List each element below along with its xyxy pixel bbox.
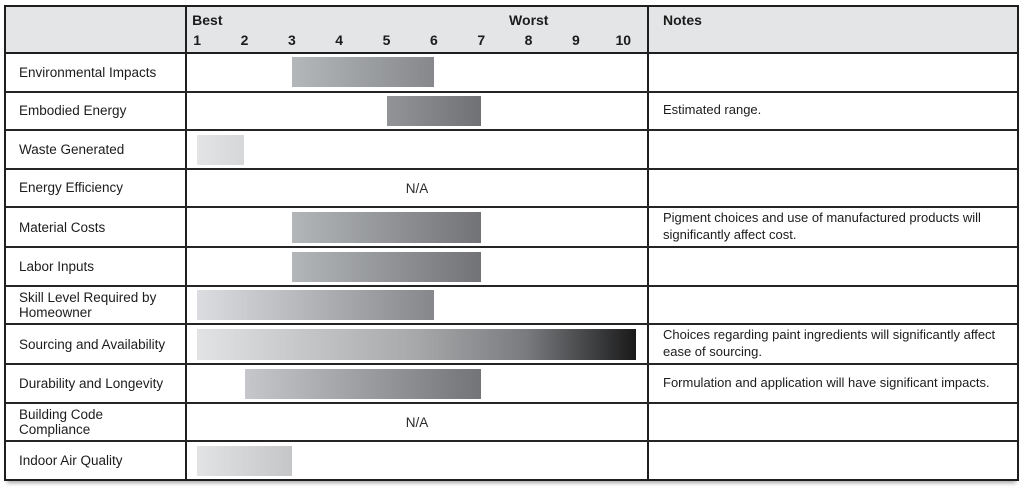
note-text xyxy=(649,170,1017,207)
note-text xyxy=(649,287,1017,324)
row-label: Environmental Impacts xyxy=(6,54,187,91)
note-text xyxy=(649,404,1017,441)
note-text: Formulation and application will have si… xyxy=(663,375,990,391)
scale-cell xyxy=(187,365,649,402)
note-text: Estimated range. xyxy=(663,102,762,118)
na-text: N/A xyxy=(405,414,429,430)
rating-bar xyxy=(386,95,482,126)
row-label: Skill Level Required by Homeowner xyxy=(6,286,187,324)
scale-tick: 8 xyxy=(524,32,533,48)
table-row: Durability and Longevity Formulation and… xyxy=(6,363,1017,402)
rating-bar xyxy=(291,211,482,243)
scale-cell xyxy=(187,325,649,364)
note-text: Choices regarding paint ingredients will… xyxy=(663,327,996,360)
scale-tick: 3 xyxy=(287,32,296,48)
table-row: Material Costs Pigment choices and use o… xyxy=(6,206,1017,247)
row-label: Sourcing and Availability xyxy=(6,325,187,364)
row-label: Labor Inputs xyxy=(6,248,187,285)
rating-bar xyxy=(291,251,482,282)
note-text: Pigment choices and use of manufactured … xyxy=(663,210,981,243)
table-body: Environmental Impacts Embodied Energy Es… xyxy=(6,54,1017,480)
table-row: Sourcing and Availability Choices regard… xyxy=(6,323,1017,364)
scale-cell xyxy=(187,442,649,480)
rating-bar xyxy=(197,290,434,321)
na-text: N/A xyxy=(405,180,429,196)
scale-tick: 7 xyxy=(477,32,486,48)
row-label: Waste Generated xyxy=(6,131,187,168)
notes-header-cell: Notes xyxy=(649,7,1017,52)
header-empty-cell xyxy=(6,7,187,52)
rating-bar xyxy=(291,57,434,88)
scale-worst-label: Worst xyxy=(509,12,549,28)
notes-header-label: Notes xyxy=(663,12,702,28)
scale-cell xyxy=(187,286,649,324)
table-row: Labor Inputs xyxy=(6,246,1017,285)
row-label: Embodied Energy xyxy=(6,92,187,130)
table-row: Waste Generated xyxy=(6,129,1017,168)
row-label: Indoor Air Quality xyxy=(6,442,187,480)
table-row: Building Code Compliance N/A xyxy=(6,401,1017,441)
note-text xyxy=(649,248,1017,285)
rating-bar xyxy=(197,328,636,360)
scale-tick: 5 xyxy=(382,32,391,48)
scale-header: Best Worst 1 2 3 4 5 6 7 8 9 10 xyxy=(187,7,649,52)
note-text xyxy=(649,442,1017,479)
scale-cell: N/A xyxy=(187,169,649,207)
scale-tick: 6 xyxy=(429,32,438,48)
table-row: Embodied Energy Estimated range. xyxy=(6,90,1017,130)
table-row: Environmental Impacts xyxy=(6,54,1017,91)
row-label: Material Costs xyxy=(6,208,187,247)
table-row: Indoor Air Quality xyxy=(6,440,1017,480)
scale-cell xyxy=(187,208,649,247)
table-row: Energy Efficiency N/A xyxy=(6,167,1017,207)
scale-tick: 1 xyxy=(193,32,202,48)
table-row: Skill Level Required by Homeowner xyxy=(6,284,1017,324)
scale-best-label: Best xyxy=(192,12,223,28)
scale-tick: 2 xyxy=(240,32,249,48)
row-label: Building Code Compliance xyxy=(6,403,187,441)
scale-cell xyxy=(187,54,649,91)
header-row: Best Worst 1 2 3 4 5 6 7 8 9 10 Notes xyxy=(6,7,1017,54)
note-text xyxy=(649,131,1017,168)
scale-cell: N/A xyxy=(187,403,649,441)
rating-bar xyxy=(197,134,245,165)
scale-tick: 10 xyxy=(615,32,632,48)
row-label: Durability and Longevity xyxy=(6,365,187,402)
row-label: Energy Efficiency xyxy=(6,169,187,207)
scale-cell xyxy=(187,92,649,130)
scale-cell xyxy=(187,131,649,168)
rating-table: Best Worst 1 2 3 4 5 6 7 8 9 10 Notes Environment… xyxy=(4,5,1019,481)
rating-bar xyxy=(197,445,292,476)
scale-tick: 9 xyxy=(572,32,580,48)
note-text xyxy=(649,54,1017,91)
scale-tick: 4 xyxy=(335,32,344,48)
scale-cell xyxy=(187,248,649,285)
rating-bar xyxy=(244,368,482,399)
